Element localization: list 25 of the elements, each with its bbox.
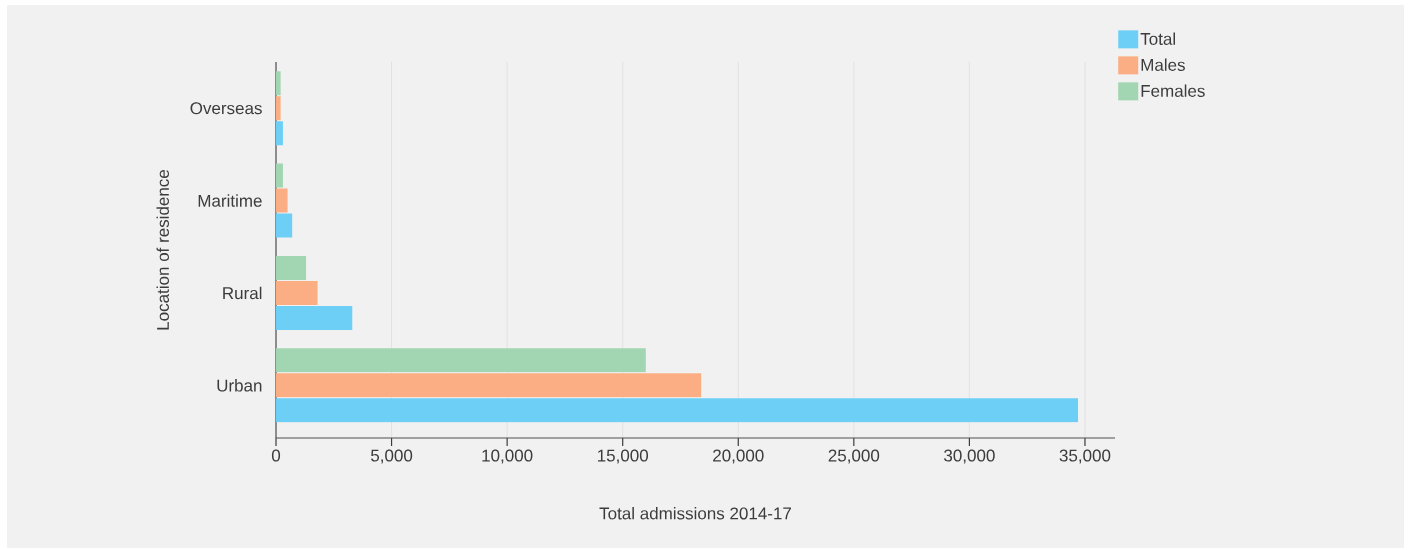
x-axis-title: Total admissions 2014-17 bbox=[599, 506, 791, 520]
bar bbox=[276, 213, 293, 238]
x-tick-label: 20,000 bbox=[713, 449, 764, 464]
x-tick-label: 35,000 bbox=[1059, 449, 1111, 464]
x-tick-label: 10,000 bbox=[482, 449, 533, 464]
bar bbox=[276, 373, 702, 398]
x-tick-label: 25,000 bbox=[828, 449, 880, 464]
legend-label: Males bbox=[1141, 58, 1185, 71]
bar bbox=[276, 398, 1079, 423]
y-tick-label: Overseas bbox=[190, 102, 262, 115]
bar bbox=[276, 305, 353, 330]
y-axis-title: Location of residence bbox=[156, 169, 169, 330]
y-tick-label: Rural bbox=[223, 286, 262, 300]
x-tick-label: 15,000 bbox=[598, 449, 649, 464]
bar bbox=[276, 255, 307, 280]
y-tick-label: Maritime bbox=[198, 194, 262, 207]
x-tick-label: 0 bbox=[271, 449, 281, 462]
bar bbox=[276, 188, 288, 213]
bar bbox=[276, 280, 318, 305]
y-tick-label: Urban bbox=[217, 379, 262, 392]
bar bbox=[276, 348, 646, 373]
legend-label: Females bbox=[1141, 84, 1205, 97]
legend-label: Total bbox=[1140, 32, 1175, 45]
x-tick-label: 5,000 bbox=[370, 449, 413, 464]
x-tick-label: 30,000 bbox=[944, 449, 995, 464]
